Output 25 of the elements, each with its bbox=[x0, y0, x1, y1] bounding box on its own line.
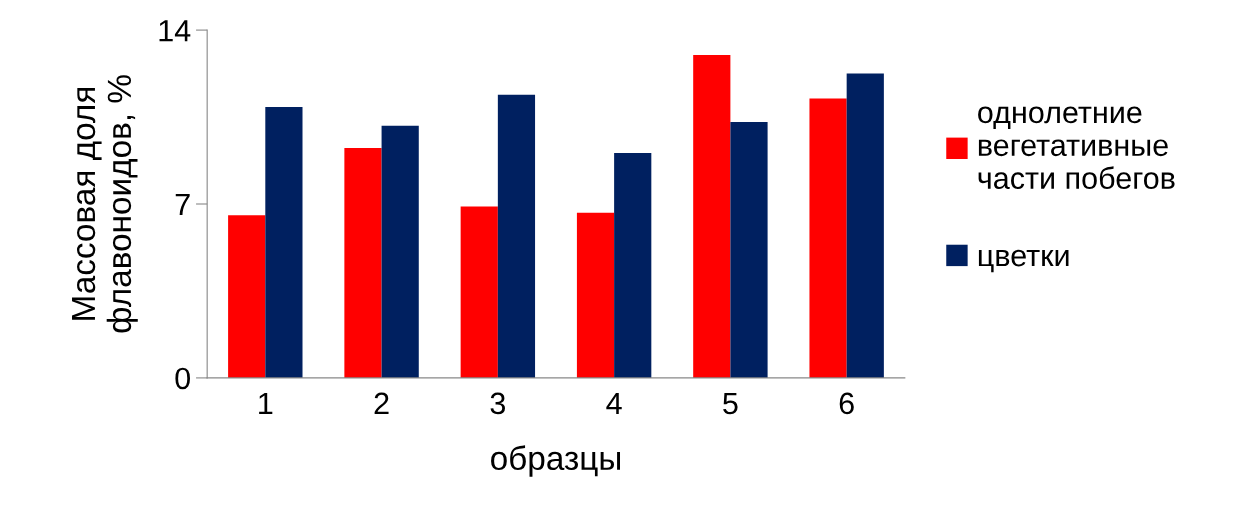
y-tick-label: 7 bbox=[175, 194, 190, 216]
x-tick-label: 4 bbox=[606, 392, 622, 414]
y-tick-label: 14 bbox=[159, 20, 191, 42]
bar bbox=[228, 215, 266, 378]
legend-label: цветки bbox=[978, 249, 1069, 273]
x-tick-label: 5 bbox=[723, 392, 738, 415]
bar bbox=[730, 122, 768, 378]
bar bbox=[497, 94, 536, 378]
bar bbox=[614, 153, 652, 378]
bar bbox=[460, 206, 498, 378]
bar bbox=[809, 98, 847, 378]
x-tick-label: 6 bbox=[839, 392, 854, 415]
bar bbox=[344, 148, 382, 378]
bar bbox=[846, 73, 884, 378]
bar bbox=[693, 54, 731, 378]
legend-label: однолетние вегетативные части побегов bbox=[978, 106, 1175, 190]
bar bbox=[265, 107, 303, 378]
x-tick-label: 1 bbox=[259, 392, 273, 414]
y-axis-title: Массовая доля флавоноидов, % bbox=[72, 75, 138, 333]
x-tick-label: 3 bbox=[490, 392, 505, 415]
x-axis-title: образцы bbox=[491, 445, 621, 477]
bar bbox=[576, 212, 615, 378]
x-tick-label: 2 bbox=[374, 392, 389, 414]
y-tick-label: 0 bbox=[175, 367, 190, 390]
bar bbox=[381, 125, 419, 378]
